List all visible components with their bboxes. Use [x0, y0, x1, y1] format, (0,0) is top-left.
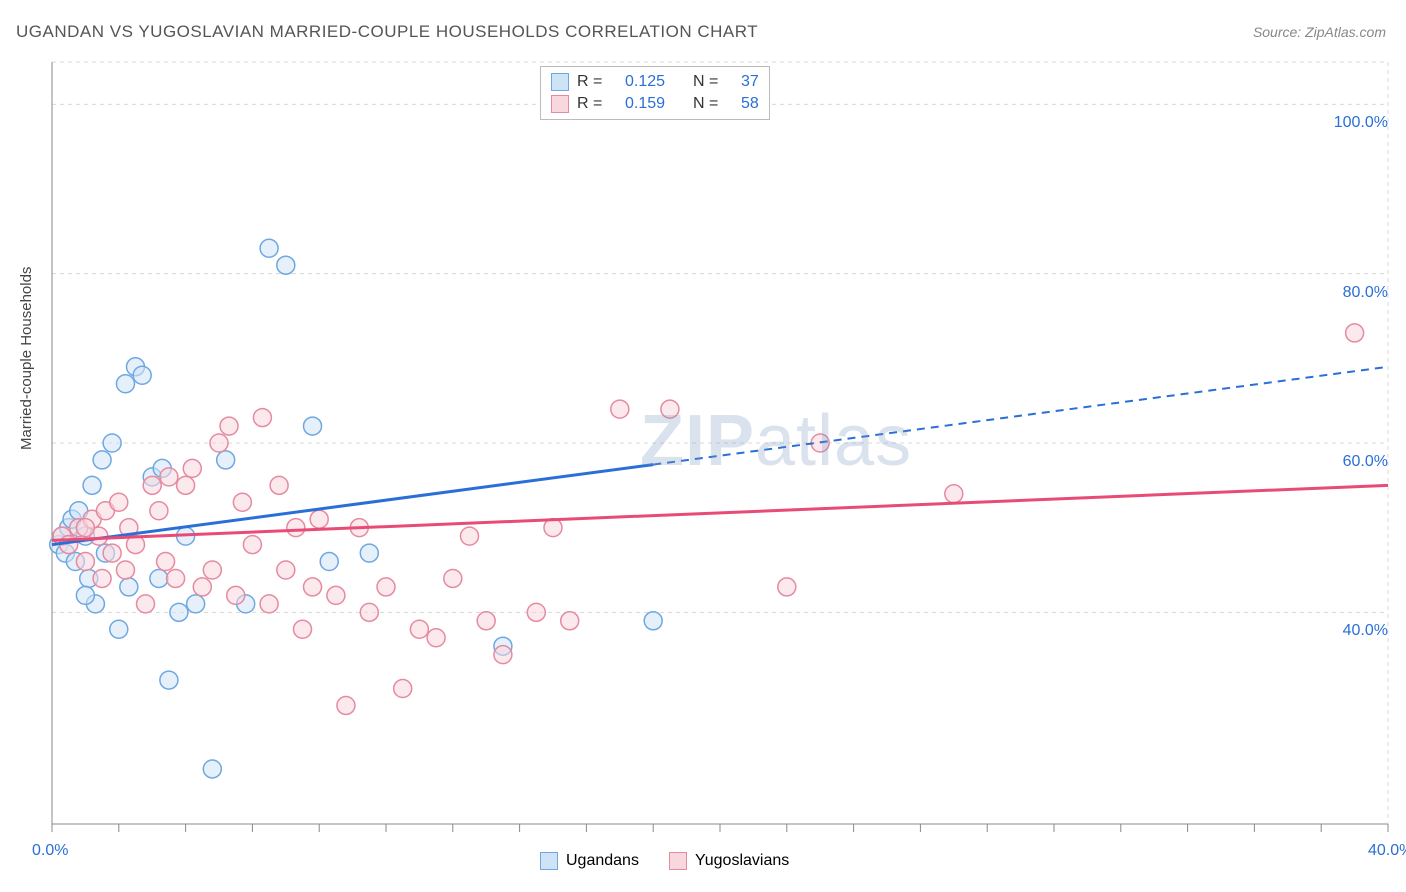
- data-point-ugandans: [150, 569, 168, 587]
- legend-row-ugandans: R = 0.125 N = 37: [551, 71, 759, 93]
- data-point-ugandans: [203, 760, 221, 778]
- data-point-yugoslavians: [310, 510, 328, 528]
- data-point-ugandans: [116, 375, 134, 393]
- data-point-yugoslavians: [260, 595, 278, 613]
- data-point-ugandans: [320, 553, 338, 571]
- legend-row-yugoslavians: R = 0.159 N = 58: [551, 93, 759, 115]
- data-point-yugoslavians: [227, 586, 245, 604]
- data-point-yugoslavians: [661, 400, 679, 418]
- data-point-yugoslavians: [394, 680, 412, 698]
- y-tick-label: 40.0%: [1318, 622, 1388, 640]
- data-point-yugoslavians: [377, 578, 395, 596]
- n-value-yugoslavians: 58: [741, 95, 759, 113]
- data-point-ugandans: [103, 434, 121, 452]
- data-point-yugoslavians: [76, 519, 94, 537]
- y-tick-label: 100.0%: [1318, 114, 1388, 132]
- data-point-yugoslavians: [177, 476, 195, 494]
- x-tick-label: 40.0%: [1368, 842, 1406, 860]
- data-point-yugoslavians: [427, 629, 445, 647]
- data-point-yugoslavians: [253, 409, 271, 427]
- data-point-yugoslavians: [137, 595, 155, 613]
- data-point-ugandans: [644, 612, 662, 630]
- data-point-yugoslavians: [270, 476, 288, 494]
- data-point-ugandans: [133, 366, 151, 384]
- data-point-yugoslavians: [477, 612, 495, 630]
- r-value-yugoslavians: 0.159: [625, 95, 685, 113]
- y-axis-label: Married-couple Households: [18, 267, 35, 450]
- correlation-chart: [0, 0, 1406, 892]
- y-tick-label: 60.0%: [1318, 453, 1388, 471]
- trend-line-dashed-ugandans: [653, 367, 1388, 465]
- data-point-yugoslavians: [220, 417, 238, 435]
- data-point-yugoslavians: [233, 493, 251, 511]
- data-point-yugoslavians: [160, 468, 178, 486]
- r-label: R =: [577, 73, 617, 91]
- data-point-yugoslavians: [327, 586, 345, 604]
- data-point-yugoslavians: [193, 578, 211, 596]
- legend-label: Yugoslavians: [695, 852, 789, 870]
- data-point-yugoslavians: [103, 544, 121, 562]
- data-point-yugoslavians: [360, 603, 378, 621]
- data-point-yugoslavians: [561, 612, 579, 630]
- data-point-yugoslavians: [76, 553, 94, 571]
- legend-item-yugoslavians: Yugoslavians: [669, 852, 789, 870]
- data-point-ugandans: [110, 620, 128, 638]
- data-point-yugoslavians: [93, 569, 111, 587]
- data-point-yugoslavians: [294, 620, 312, 638]
- data-point-ugandans: [170, 603, 188, 621]
- data-point-ugandans: [304, 417, 322, 435]
- data-point-ugandans: [260, 239, 278, 257]
- data-point-yugoslavians: [611, 400, 629, 418]
- correlation-legend: R = 0.125 N = 37 R = 0.159 N = 58: [540, 66, 770, 120]
- legend-swatch-icon: [540, 852, 558, 870]
- data-point-ugandans: [360, 544, 378, 562]
- legend-swatch-ugandans: [551, 73, 569, 91]
- data-point-yugoslavians: [116, 561, 134, 579]
- data-point-yugoslavians: [150, 502, 168, 520]
- series-legend: Ugandans Yugoslavians: [540, 852, 789, 870]
- data-point-yugoslavians: [110, 493, 128, 511]
- legend-label: Ugandans: [566, 852, 639, 870]
- data-point-ugandans: [160, 671, 178, 689]
- data-point-yugoslavians: [157, 553, 175, 571]
- data-point-yugoslavians: [277, 561, 295, 579]
- data-point-yugoslavians: [143, 476, 161, 494]
- data-point-yugoslavians: [203, 561, 221, 579]
- data-point-yugoslavians: [410, 620, 428, 638]
- data-point-yugoslavians: [243, 536, 261, 554]
- data-point-yugoslavians: [527, 603, 545, 621]
- data-point-yugoslavians: [210, 434, 228, 452]
- data-point-ugandans: [83, 476, 101, 494]
- data-point-yugoslavians: [287, 519, 305, 537]
- data-point-yugoslavians: [494, 646, 512, 664]
- data-point-ugandans: [217, 451, 235, 469]
- n-label: N =: [693, 95, 733, 113]
- data-point-yugoslavians: [1346, 324, 1364, 342]
- r-value-ugandans: 0.125: [625, 73, 685, 91]
- data-point-yugoslavians: [167, 569, 185, 587]
- data-point-ugandans: [187, 595, 205, 613]
- x-tick-label: 0.0%: [32, 842, 68, 860]
- data-point-ugandans: [120, 578, 138, 596]
- data-point-yugoslavians: [183, 459, 201, 477]
- n-label: N =: [693, 73, 733, 91]
- data-point-yugoslavians: [945, 485, 963, 503]
- data-point-yugoslavians: [304, 578, 322, 596]
- legend-swatch-yugoslavians: [551, 95, 569, 113]
- data-point-yugoslavians: [778, 578, 796, 596]
- data-point-yugoslavians: [461, 527, 479, 545]
- trend-line-yugoslavians: [52, 485, 1388, 540]
- data-point-ugandans: [76, 586, 94, 604]
- r-label: R =: [577, 95, 617, 113]
- data-point-ugandans: [93, 451, 111, 469]
- n-value-ugandans: 37: [741, 73, 759, 91]
- data-point-yugoslavians: [444, 569, 462, 587]
- data-point-yugoslavians: [337, 696, 355, 714]
- y-tick-label: 80.0%: [1318, 284, 1388, 302]
- legend-swatch-icon: [669, 852, 687, 870]
- legend-item-ugandans: Ugandans: [540, 852, 639, 870]
- data-point-ugandans: [277, 256, 295, 274]
